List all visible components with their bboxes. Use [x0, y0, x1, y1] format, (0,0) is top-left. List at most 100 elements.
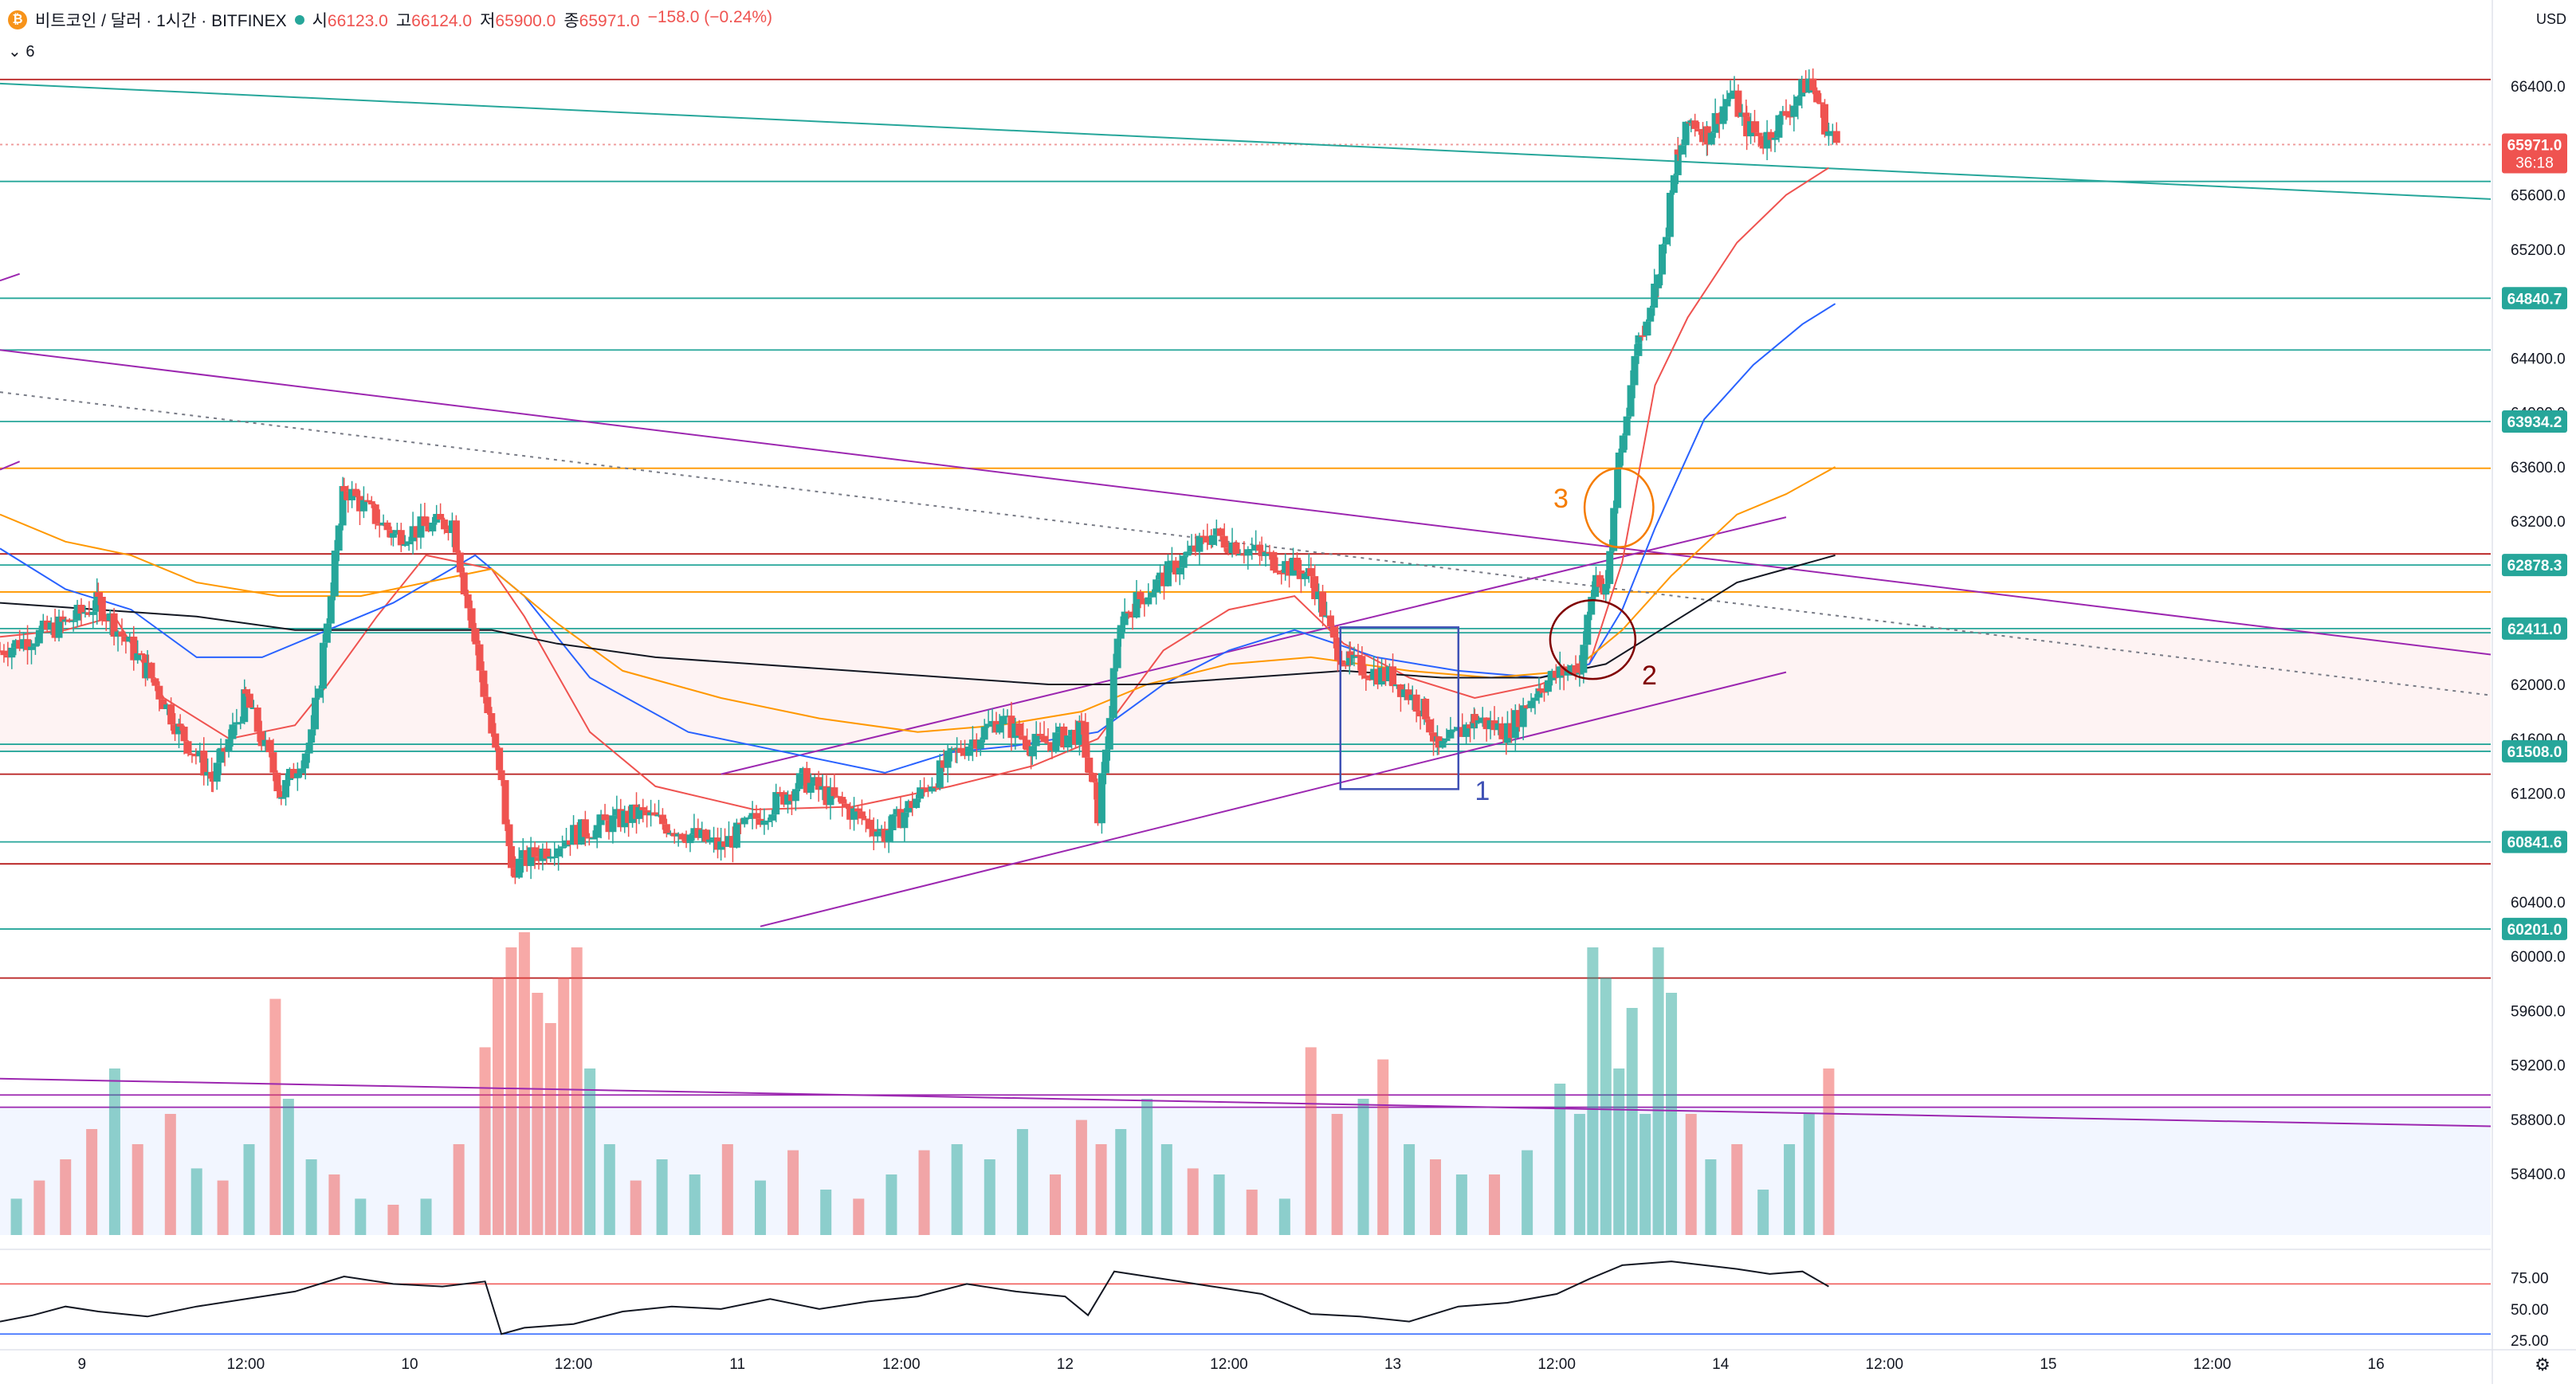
- candle-body: [1082, 722, 1090, 758]
- currency-label[interactable]: USD: [2535, 11, 2566, 27]
- candle-body: [1200, 535, 1208, 538]
- candle-body: [686, 834, 694, 844]
- candle-body: [756, 818, 764, 825]
- candle-body: [73, 605, 81, 621]
- candle-body: [732, 822, 740, 848]
- volume-bar: [1666, 993, 1678, 1235]
- candle-body: [1568, 665, 1576, 671]
- candle-body: [1040, 735, 1048, 743]
- candle-body: [999, 716, 1007, 725]
- volume-bar: [1489, 1174, 1500, 1235]
- candle-body: [1596, 574, 1604, 587]
- candle-body: [496, 747, 504, 770]
- volume-bar: [1685, 1114, 1697, 1235]
- price-label-text: 60841.6: [2507, 835, 2562, 852]
- candle-body: [12, 640, 20, 648]
- candle-body: [799, 767, 807, 774]
- chevron-down-icon[interactable]: ⌄: [8, 43, 22, 61]
- time-tick-label: 11: [729, 1356, 745, 1373]
- candle-body: [1726, 92, 1734, 100]
- candle-body: [724, 836, 732, 847]
- candle-body: [609, 815, 617, 833]
- candle-body: [1564, 670, 1572, 676]
- candle-body: [924, 788, 932, 792]
- candle-body: [213, 763, 221, 782]
- candle-body: [1032, 734, 1040, 747]
- candle-body: [1240, 554, 1248, 556]
- candle-body: [639, 807, 647, 810]
- candle-body: [862, 818, 870, 821]
- candle-body: [694, 828, 702, 838]
- candle-body: [1098, 773, 1105, 824]
- candle-body: [1498, 723, 1506, 739]
- candle-body: [736, 822, 744, 825]
- candle-body: [1478, 717, 1486, 721]
- candle-body: [1805, 78, 1813, 93]
- candle-body: [1404, 689, 1412, 700]
- time-tick-label: 12:00: [227, 1356, 265, 1373]
- candle-body: [1023, 739, 1031, 751]
- candle-body: [702, 829, 710, 842]
- candle-body: [98, 597, 106, 621]
- candle-body: [1809, 78, 1817, 91]
- volume-bar: [544, 1023, 556, 1235]
- candle-body: [740, 818, 748, 825]
- candle-body: [233, 722, 241, 725]
- volume-bar: [420, 1198, 432, 1235]
- annotation-label-2: 2: [1642, 661, 1657, 691]
- volume-bar: [951, 1144, 963, 1235]
- candle-body: [452, 520, 460, 553]
- candle-body: [846, 806, 854, 820]
- candle-body: [363, 500, 371, 502]
- volume-bar: [1554, 1084, 1566, 1235]
- candle-body: [1378, 667, 1386, 685]
- candle-body: [308, 729, 316, 743]
- candle-body: [629, 804, 637, 823]
- candle-body: [1548, 670, 1556, 680]
- candle-body: [51, 622, 59, 638]
- market-status-dot: [294, 15, 304, 25]
- candle-body: [1129, 612, 1137, 618]
- price-tick-label: 59600.0: [2511, 1003, 2566, 1020]
- candle-body: [819, 786, 827, 790]
- indicators-toggle[interactable]: ⌄ 6: [8, 41, 34, 61]
- candle-body: [102, 620, 110, 622]
- candle-body: [344, 491, 352, 500]
- candle-body: [866, 819, 874, 829]
- candle-body: [393, 530, 401, 534]
- candle-body: [1282, 561, 1290, 574]
- candle-body: [1426, 719, 1434, 733]
- annotation-circle-2: [1549, 598, 1637, 680]
- candle-body: [134, 653, 142, 661]
- candle-body: [237, 722, 245, 724]
- candle-body: [905, 801, 913, 813]
- candle-body: [909, 801, 917, 809]
- candle-body: [59, 616, 67, 622]
- candle-body: [881, 829, 889, 842]
- candle-body: [605, 820, 613, 833]
- candle-body: [953, 747, 961, 750]
- candle-body: [523, 849, 531, 866]
- symbol-title[interactable]: 비트코인 / 달러 · 1시간 · BITFINEX: [35, 12, 287, 30]
- volume-bar: [886, 1174, 897, 1235]
- candle-body: [1430, 732, 1438, 742]
- candle-body: [1828, 131, 1836, 133]
- time-tick-label: 9: [78, 1356, 87, 1373]
- candle-body: [706, 839, 714, 842]
- volume-bar: [493, 978, 504, 1235]
- candle-body: [1137, 591, 1145, 599]
- candle-body: [811, 777, 819, 783]
- candle-body: [464, 594, 472, 609]
- price-label-badge: [2502, 617, 2567, 640]
- candle-body: [507, 845, 515, 868]
- candle-body: [285, 768, 293, 780]
- candle-body: [1790, 105, 1798, 117]
- candle-body: [921, 787, 929, 790]
- candle-body: [776, 792, 784, 794]
- gear-icon[interactable]: ⚙: [2535, 1355, 2550, 1374]
- candle-body: [1786, 116, 1794, 118]
- price-label-text: 65971.0: [2507, 137, 2562, 154]
- trendline: [0, 391, 2492, 696]
